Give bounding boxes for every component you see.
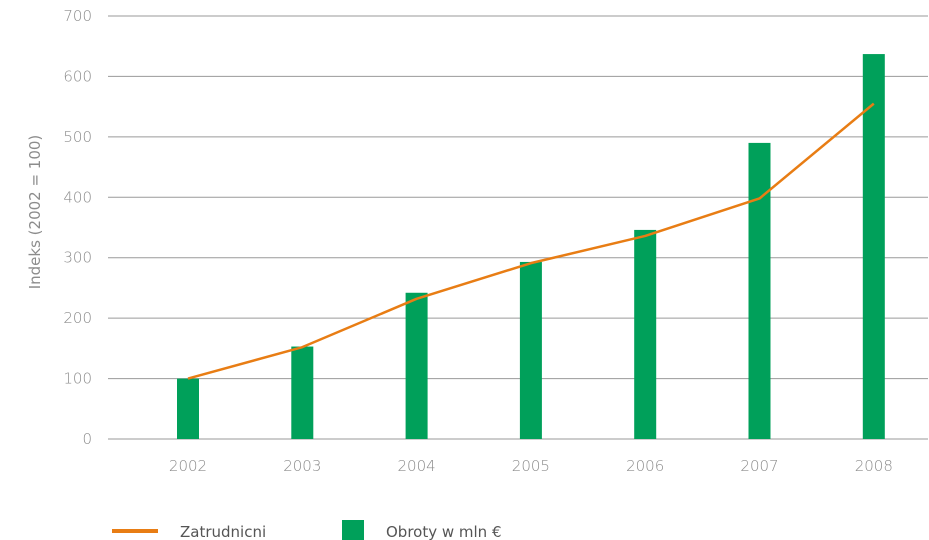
y-tick-label: 400 bbox=[63, 188, 92, 206]
bar-2008 bbox=[862, 54, 885, 439]
x-tick-label: 2004 bbox=[398, 457, 436, 475]
y-tick-label: 0 bbox=[82, 430, 92, 448]
legend-label-employees: Zatrudnicni bbox=[180, 523, 266, 540]
line-series bbox=[187, 102, 875, 380]
x-tick-label: 2003 bbox=[283, 457, 321, 475]
y-axis-title: Indeks (2002 = 100) bbox=[26, 135, 44, 290]
y-tick-label: 600 bbox=[63, 67, 92, 85]
y-tick-label: 500 bbox=[63, 128, 92, 146]
x-axis-ticks: 2002 2003 2004 2005 2006 2007 2008 bbox=[169, 457, 893, 475]
legend: Zatrudnicni Obroty w mln € bbox=[112, 520, 502, 540]
y-axis-ticks: 0 100 200 300 400 500 600 700 bbox=[63, 7, 92, 448]
x-tick-label: 2008 bbox=[855, 457, 893, 475]
legend-swatch-bar bbox=[342, 520, 364, 540]
bar-2005 bbox=[519, 261, 542, 439]
x-tick-label: 2006 bbox=[626, 457, 664, 475]
bar-2006 bbox=[634, 229, 657, 439]
y-tick-label: 200 bbox=[63, 309, 92, 327]
bar-2002 bbox=[177, 378, 199, 439]
x-tick-label: 2007 bbox=[740, 457, 778, 475]
x-tick-label: 2005 bbox=[512, 457, 550, 475]
bar-series bbox=[177, 54, 885, 439]
gridlines bbox=[108, 15, 928, 440]
y-tick-label: 300 bbox=[63, 249, 92, 267]
legend-label-turnover: Obroty w mln € bbox=[386, 523, 502, 540]
x-tick-label: 2002 bbox=[169, 457, 207, 475]
bar-2004 bbox=[405, 292, 428, 439]
y-tick-label: 100 bbox=[63, 370, 92, 388]
bar-2003 bbox=[291, 346, 314, 439]
bar-2007 bbox=[748, 142, 771, 439]
y-tick-label: 700 bbox=[63, 7, 92, 25]
